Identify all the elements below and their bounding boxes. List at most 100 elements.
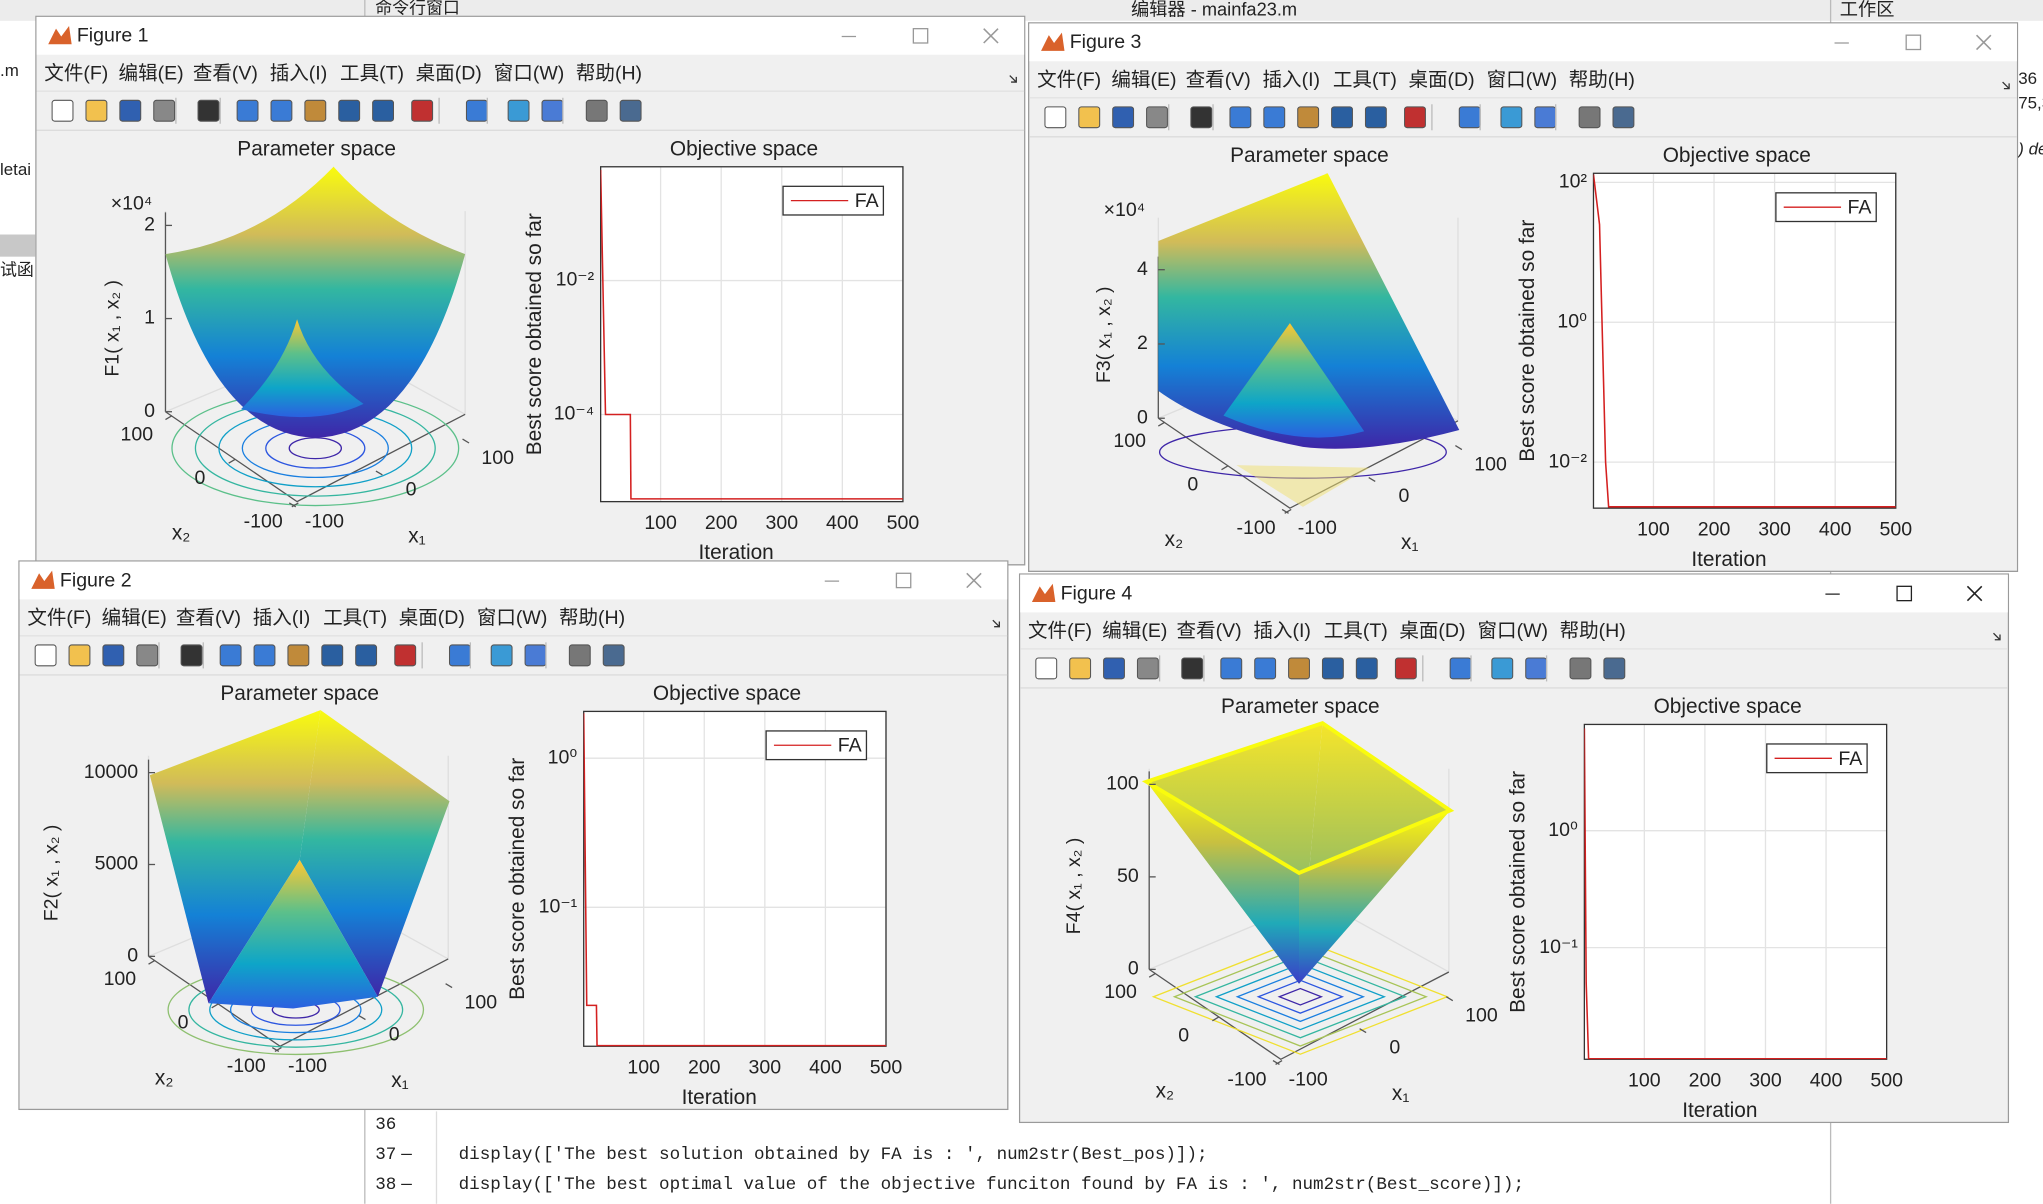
toolbar-button[interactable] [1112,106,1135,129]
menu-item[interactable]: 桌面(D) [416,62,482,84]
toolbar-button[interactable] [270,99,293,122]
toolbar-button[interactable] [1612,106,1635,129]
toolbar-button[interactable] [1136,657,1159,680]
menu-item[interactable]: 工具(T) [340,62,404,84]
toolbar-button[interactable] [102,644,125,667]
menu-item[interactable]: 插入(I) [253,607,310,629]
menu-item[interactable]: 文件(F) [44,62,108,84]
menu-item[interactable]: 插入(I) [270,62,328,84]
toolbar-button[interactable] [197,99,220,122]
toolbar-button[interactable] [1263,106,1286,129]
toolbar-button[interactable] [119,99,142,122]
menu-item[interactable]: 文件(F) [1037,69,1101,91]
toolbar-button[interactable] [153,99,176,122]
toolbar-button[interactable] [1146,106,1168,129]
menu-item[interactable]: 编辑(E) [1111,69,1176,91]
toolbar-button[interactable] [1103,657,1125,680]
toolbar-button[interactable] [541,99,564,122]
toolbar-button[interactable] [1181,657,1204,680]
toolbar-button[interactable] [68,644,91,667]
menu-item[interactable]: 查看(V) [176,607,241,629]
toolbar-button[interactable] [1534,106,1557,129]
toolbar-button[interactable] [524,644,547,667]
toolbar-button[interactable] [85,99,108,122]
toolbar-button[interactable] [1321,657,1344,680]
close-button[interactable] [966,572,982,589]
menu-item[interactable]: 窗口(W) [494,62,565,84]
toolbar-button[interactable] [253,644,276,667]
toolbar-button[interactable] [1220,657,1243,680]
toolbar-button[interactable] [355,644,378,667]
toolbar-button[interactable] [1500,106,1523,129]
toolbar-button[interactable] [585,99,608,122]
toolbar-button[interactable] [1044,106,1067,129]
toolbar-button[interactable] [180,644,203,667]
menu-item[interactable]: 文件(F) [27,607,91,629]
toolbar-button[interactable] [1525,657,1548,680]
menu-item[interactable]: 桌面(D) [1408,69,1474,91]
toolbar-button[interactable] [236,99,259,122]
toolbar-button[interactable] [321,644,344,667]
menu-item[interactable]: 插入(I) [1263,69,1321,91]
toolbar-button[interactable] [394,644,417,667]
close-button[interactable] [1966,585,1983,602]
toolbar-button[interactable] [1364,106,1387,129]
toolbar-button[interactable] [1569,657,1592,680]
menu-item[interactable]: 文件(F) [1028,620,1092,642]
toolbar-button[interactable] [411,99,434,122]
toolbar-button[interactable] [1254,657,1277,680]
menu-item[interactable]: 帮助(H) [1569,69,1635,91]
toolbar-button[interactable] [1404,106,1426,129]
toolbar-button[interactable] [1297,106,1320,129]
toolbar-button[interactable] [568,644,591,667]
toolbar-button[interactable] [1078,106,1101,129]
toolbar-button[interactable] [34,644,57,667]
menu-item[interactable]: 查看(V) [193,62,258,84]
menu-item[interactable]: 编辑(E) [119,62,184,84]
toolbar-button[interactable] [1331,106,1353,129]
menu-item[interactable]: 工具(T) [1333,69,1397,91]
toolbar-button[interactable] [1035,657,1058,680]
toolbar-button[interactable] [1603,657,1626,680]
menu-item[interactable]: 帮助(H) [1560,620,1626,642]
toolbar-button[interactable] [1394,657,1417,680]
toolbar-button[interactable] [1449,657,1472,680]
menu-item[interactable]: 编辑(E) [102,607,167,629]
toolbar-button[interactable] [465,99,488,122]
menu-item[interactable]: 窗口(W) [1478,620,1549,642]
menu-item[interactable]: 查看(V) [1177,620,1242,642]
menu-item[interactable]: 工具(T) [1324,620,1388,642]
toolbar-button[interactable] [51,99,74,122]
menu-item[interactable]: 窗口(W) [1487,69,1558,91]
toolbar-button[interactable] [507,99,530,122]
menu-item[interactable]: 查看(V) [1186,69,1251,91]
toolbar-button[interactable] [1458,106,1481,129]
toolbar-button[interactable] [136,644,159,667]
menu-item[interactable]: 编辑(E) [1102,620,1167,642]
toolbar-button[interactable] [372,99,395,122]
menu-item[interactable]: 桌面(D) [1399,620,1465,642]
toolbar-button[interactable] [1069,657,1092,680]
maximize-button[interactable] [1905,34,1922,51]
toolbar-button[interactable] [619,99,642,122]
menu-item[interactable]: 工具(T) [323,607,387,629]
toolbar-button[interactable] [602,644,625,667]
toolbar-button[interactable] [287,644,310,667]
toolbar-button[interactable] [448,644,471,667]
toolbar-button[interactable] [1288,657,1310,680]
close-button[interactable] [1975,34,1992,51]
menu-item[interactable]: 插入(I) [1253,620,1310,642]
toolbar-button[interactable] [338,99,361,122]
toolbar-button[interactable] [1491,657,1514,680]
toolbar-button[interactable] [304,99,327,122]
menu-item[interactable]: 帮助(H) [576,62,642,84]
menu-item[interactable]: 窗口(W) [477,607,548,629]
maximize-button[interactable] [895,572,912,589]
toolbar-button[interactable] [1229,106,1252,129]
toolbar-button[interactable] [1355,657,1378,680]
maximize-button[interactable] [1896,585,1913,602]
close-button[interactable] [983,28,999,44]
toolbar-button[interactable] [1578,106,1601,129]
menu-item[interactable]: 帮助(H) [559,607,625,629]
maximize-button[interactable] [912,28,929,44]
